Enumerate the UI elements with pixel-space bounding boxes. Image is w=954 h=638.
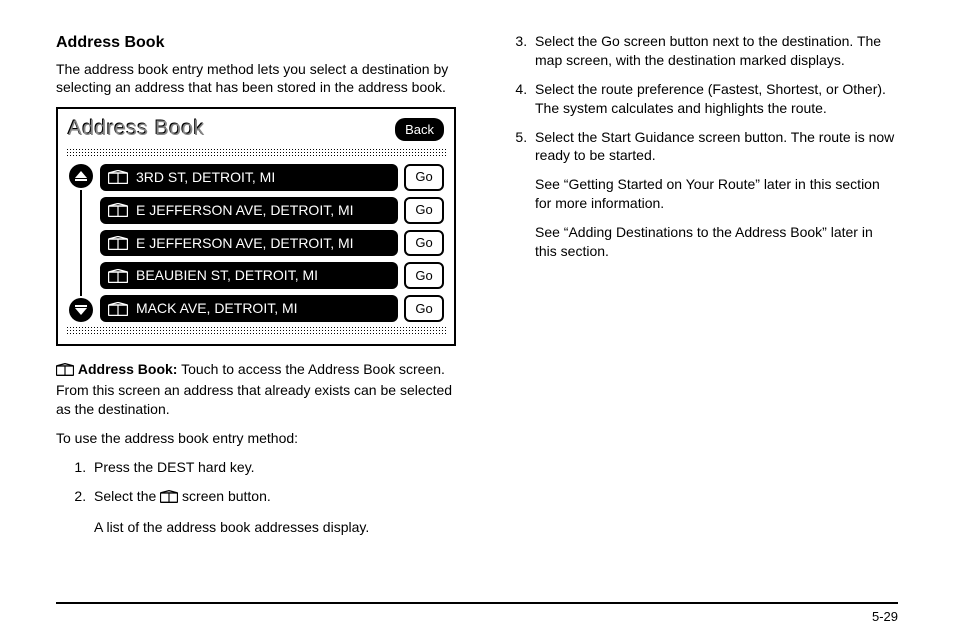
intro-paragraph: The address book entry method lets you s…: [56, 60, 457, 98]
address-text: 3RD ST, DETROIT, MI: [136, 168, 275, 187]
footer-rule: [56, 602, 898, 604]
icon-paragraph: Address Book: Touch to access the Addres…: [56, 360, 457, 419]
address-book-icon: [108, 236, 128, 250]
address-book-icon: [160, 489, 178, 508]
go-button[interactable]: Go: [404, 164, 444, 191]
address-item[interactable]: E JEFFERSON AVE, DETROIT, MI: [100, 230, 398, 257]
address-item[interactable]: 3RD ST, DETROIT, MI: [100, 164, 398, 191]
go-button[interactable]: Go: [404, 230, 444, 257]
screen-header: Address Book Back: [66, 115, 446, 147]
step-2b: screen button.: [178, 488, 271, 504]
go-button[interactable]: Go: [404, 262, 444, 289]
step-2: Select the screen button. A list of the …: [90, 487, 457, 537]
step-5: Select the Start Guidance screen button.…: [531, 128, 898, 261]
step-2-sub: A list of the address book addresses dis…: [94, 518, 457, 537]
section-title: Address Book: [56, 32, 457, 54]
scroll-down-button[interactable]: [69, 298, 93, 322]
address-item[interactable]: MACK AVE, DETROIT, MI: [100, 295, 398, 322]
step-5a: See “Getting Started on Your Route” late…: [535, 175, 898, 213]
address-item[interactable]: E JEFFERSON AVE, DETROIT, MI: [100, 197, 398, 224]
steps-1-2: Press the DEST hard key. Select the scre…: [56, 458, 457, 537]
steps-3-5: Select the Go screen button next to the …: [497, 32, 898, 261]
address-item[interactable]: BEAUBIEN ST, DETROIT, MI: [100, 262, 398, 289]
howto-lead: To use the address book entry method:: [56, 429, 457, 448]
address-book-icon: [56, 362, 74, 381]
step-4: Select the route preference (Fastest, Sh…: [531, 80, 898, 118]
right-column: Select the Go screen button next to the …: [497, 32, 898, 546]
scroll-column: [68, 164, 94, 322]
page-number: 5-29: [872, 609, 898, 624]
address-row: E JEFFERSON AVE, DETROIT, MI Go: [100, 230, 444, 257]
address-book-icon: [108, 302, 128, 316]
address-text: MACK AVE, DETROIT, MI: [136, 299, 298, 318]
address-book-icon: [108, 170, 128, 184]
address-book-screen: Address Book Back: [56, 107, 456, 346]
screen-title: Address Book: [68, 115, 205, 143]
address-text: BEAUBIEN ST, DETROIT, MI: [136, 266, 318, 285]
address-row: MACK AVE, DETROIT, MI Go: [100, 295, 444, 322]
step-3: Select the Go screen button next to the …: [531, 32, 898, 70]
left-column: Address Book The address book entry meth…: [56, 32, 457, 546]
back-button[interactable]: Back: [395, 118, 444, 142]
address-rows: 3RD ST, DETROIT, MI Go E JEFFERSON AVE, …: [100, 164, 444, 322]
scroll-up-button[interactable]: [69, 164, 93, 188]
address-row: BEAUBIEN ST, DETROIT, MI Go: [100, 262, 444, 289]
icon-label: Address Book:: [78, 361, 178, 377]
scroll-track: [80, 190, 82, 296]
go-button[interactable]: Go: [404, 197, 444, 224]
dot-band: [66, 148, 446, 158]
step-5b: See “Adding Destinations to the Address …: [535, 223, 898, 261]
address-row: 3RD ST, DETROIT, MI Go: [100, 164, 444, 191]
step-2a: Select the: [94, 488, 160, 504]
step-1: Press the DEST hard key.: [90, 458, 457, 477]
address-row: E JEFFERSON AVE, DETROIT, MI Go: [100, 197, 444, 224]
address-book-icon: [108, 269, 128, 283]
address-text: E JEFFERSON AVE, DETROIT, MI: [136, 234, 354, 253]
go-button[interactable]: Go: [404, 295, 444, 322]
dot-band: [66, 326, 446, 336]
address-text: E JEFFERSON AVE, DETROIT, MI: [136, 201, 354, 220]
step-5-text: Select the Start Guidance screen button.…: [535, 129, 894, 164]
address-book-icon: [108, 203, 128, 217]
